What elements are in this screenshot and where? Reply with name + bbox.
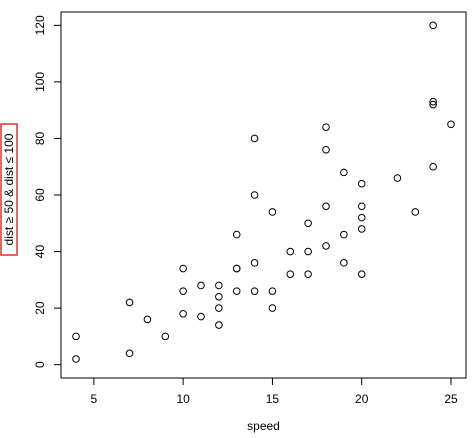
data-point (215, 292, 223, 301)
data-point (304, 219, 312, 228)
data-point (72, 355, 80, 363)
data-point (232, 287, 241, 295)
data-point (143, 315, 152, 324)
data-point (250, 191, 259, 199)
y-tick-label: 20 (33, 301, 47, 315)
x-tick-label: 5 (91, 392, 98, 406)
data-point (250, 287, 259, 295)
data-point (393, 174, 402, 182)
data-point (322, 242, 330, 250)
data-point (161, 332, 170, 341)
x-tick-label: 10 (176, 392, 190, 406)
data-point (286, 247, 295, 256)
data-point (197, 281, 205, 290)
data-point (215, 321, 223, 329)
data-point (322, 123, 330, 131)
data-points (72, 21, 455, 363)
data-point (322, 202, 330, 211)
x-tick-label: 15 (266, 392, 280, 406)
y-axis-title-highlight (0, 123, 18, 256)
data-point (286, 270, 295, 278)
data-point (357, 213, 366, 222)
x-tick-label: 25 (444, 392, 458, 406)
data-point (429, 162, 437, 171)
data-point (357, 179, 366, 188)
x-tick-label: 20 (355, 392, 369, 406)
y-tick-label: 60 (33, 188, 47, 202)
data-point (340, 230, 348, 239)
data-point (125, 349, 134, 358)
data-point (125, 298, 134, 307)
data-point (322, 145, 330, 154)
data-point (179, 309, 187, 318)
data-point (357, 270, 366, 278)
y-tick-label: 40 (33, 245, 47, 259)
data-point (179, 264, 187, 273)
x-axis: 5 10 15 20 25 (91, 377, 458, 406)
y-axis: 0 20 40 60 80 100 120 (33, 15, 62, 368)
data-point (429, 100, 437, 109)
data-point (250, 259, 259, 267)
data-point (304, 247, 312, 256)
x-axis-title: speed (247, 419, 280, 433)
data-point (268, 208, 277, 216)
data-point (215, 281, 223, 290)
data-point (268, 304, 277, 312)
data-point (72, 332, 80, 341)
data-point (268, 287, 277, 295)
y-tick-label: 80 (33, 131, 47, 145)
plot-box (60, 11, 467, 379)
data-point (197, 312, 205, 321)
data-point (215, 304, 223, 312)
y-axis-title: dist ≥ 50 & dist ≤ 100 (2, 133, 16, 245)
y-tick-label: 100 (33, 72, 47, 92)
data-point (357, 225, 366, 233)
data-point (304, 270, 312, 278)
data-point (447, 120, 455, 129)
data-point (250, 134, 259, 143)
y-tick-label: 0 (33, 361, 47, 368)
data-point (411, 208, 420, 216)
data-point (232, 264, 241, 273)
data-point (179, 287, 187, 295)
data-point (429, 21, 437, 30)
data-point (232, 230, 241, 239)
y-tick-label: 120 (33, 15, 47, 35)
data-point (429, 97, 437, 106)
data-point (340, 168, 348, 177)
data-point (357, 202, 366, 211)
data-point (340, 259, 348, 267)
